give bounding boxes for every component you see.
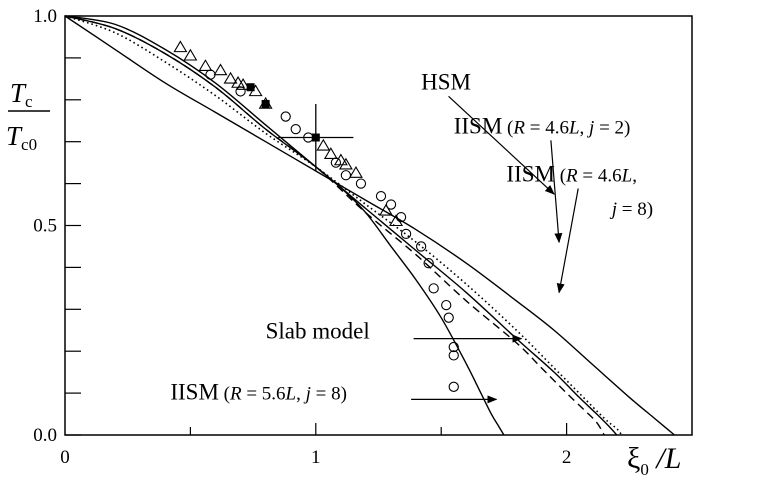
data-point-triangle bbox=[348, 166, 363, 178]
data-point-circle bbox=[290, 123, 301, 135]
annotation-text-segment: j bbox=[609, 199, 617, 220]
data-point-triangle bbox=[316, 138, 331, 151]
annotation-text-segment: L bbox=[285, 383, 297, 404]
data-point-circle bbox=[415, 241, 427, 252]
annotation-text-segment: R bbox=[229, 383, 242, 404]
annotation-label-2: IISM (R = 4.6L, bbox=[506, 162, 637, 187]
curves bbox=[64, 15, 675, 436]
data-point-circle bbox=[448, 381, 459, 392]
annotation-text-segment: j bbox=[586, 117, 594, 138]
data-point-triangle bbox=[223, 71, 238, 84]
data-point-triangle bbox=[173, 40, 188, 53]
y-tick-label: 1.0 bbox=[33, 6, 57, 27]
annotation-label-1: IISM (R = 4.6L, j = 2) bbox=[454, 113, 631, 138]
annotation-text-segment: IISM bbox=[454, 113, 503, 138]
annotation-text-segment: = 8) bbox=[311, 383, 347, 404]
y-label-numerator: Tc bbox=[10, 78, 33, 111]
x-label: ξ0 /L bbox=[627, 442, 681, 479]
data-point-circle bbox=[205, 69, 216, 80]
annotation-label-4: Slab model bbox=[266, 319, 370, 344]
annotation-text-segment: HSM bbox=[421, 69, 471, 94]
annotation-text-segment: = 5.6 bbox=[242, 383, 286, 404]
data-point-circle bbox=[400, 228, 412, 240]
x-tick-label: 0 bbox=[60, 447, 70, 468]
annotation-text-segment: = 2) bbox=[594, 117, 630, 138]
y-tick-label: 0.0 bbox=[33, 425, 57, 446]
data-point-triangle bbox=[338, 157, 353, 170]
axis-labels: Tc Tc0 ξ0 /L bbox=[6, 78, 681, 479]
series-line-4 bbox=[64, 15, 505, 436]
series-line-2 bbox=[64, 15, 618, 436]
annotation-label-5: IISM (R = 5.6L, j = 8) bbox=[170, 379, 347, 404]
data-point-circle bbox=[423, 258, 434, 269]
series-line-3 bbox=[64, 15, 605, 436]
annotation-text-segment: Slab model bbox=[266, 319, 370, 344]
annotation-text-segment: R bbox=[565, 166, 578, 187]
data-point-circle bbox=[395, 211, 407, 223]
data-point-circle bbox=[428, 283, 439, 294]
annotation-arrow-1 bbox=[550, 140, 563, 244]
annotation-text-segment: ( bbox=[555, 166, 566, 187]
x-tick-label: 2 bbox=[562, 447, 572, 468]
data-point-circle bbox=[443, 312, 454, 323]
data-point-circle bbox=[441, 299, 452, 311]
annotation-text-segment: IISM bbox=[506, 162, 555, 187]
data-point-triangle bbox=[323, 147, 338, 160]
annotation-text-segment: L bbox=[621, 166, 633, 187]
annotation-text-segment: R bbox=[512, 117, 525, 138]
annotation-label-0: HSM bbox=[421, 69, 471, 94]
axes: 0.0 0.5 1.0 0 1 2 bbox=[33, 6, 693, 468]
annotation-text-segment: = 4.6 bbox=[578, 166, 622, 187]
annotation-text-segment: , bbox=[296, 383, 306, 404]
annotation-text-segment: j bbox=[303, 383, 311, 404]
annotation-text-segment: ( bbox=[219, 383, 230, 404]
data-point-triangle bbox=[333, 153, 348, 166]
y-label-denominator: Tc0 bbox=[6, 121, 37, 154]
data-point-circle bbox=[448, 341, 459, 353]
y-tick-label: 0.5 bbox=[33, 216, 57, 237]
annotation-text-segment: IISM bbox=[170, 379, 219, 404]
annotation-arrow-2 bbox=[556, 188, 579, 294]
data-point-circle bbox=[375, 191, 387, 202]
data-point-circle bbox=[340, 170, 352, 181]
annotation-arrow-0 bbox=[448, 95, 555, 195]
x-tick-label: 1 bbox=[311, 447, 321, 468]
data-point-triangle bbox=[389, 214, 404, 227]
markers bbox=[173, 40, 459, 392]
data-point-triangle bbox=[183, 48, 198, 61]
data-point-square bbox=[246, 83, 255, 92]
data-point-circle bbox=[280, 111, 291, 122]
series-line-0 bbox=[64, 15, 675, 436]
annotation-text-segment: = 8) bbox=[617, 199, 653, 220]
annotation-text-segment: , bbox=[632, 166, 637, 187]
data-point-triangle bbox=[236, 78, 251, 90]
annotation-text-segment: , bbox=[580, 117, 590, 138]
annotation-label-3: j = 8) bbox=[609, 199, 653, 220]
data-point-triangle bbox=[198, 59, 213, 72]
data-point-circle bbox=[355, 178, 367, 189]
annotation-text-segment: ( bbox=[502, 117, 513, 138]
series-line-1 bbox=[64, 15, 623, 436]
annotation-text-segment: L bbox=[568, 117, 580, 138]
data-point-circle bbox=[448, 350, 459, 361]
annotation-text-segment: = 4.6 bbox=[525, 117, 569, 138]
data-point-triangle bbox=[213, 63, 228, 76]
data-point-triangle bbox=[379, 203, 393, 216]
data-point-square bbox=[261, 99, 270, 108]
